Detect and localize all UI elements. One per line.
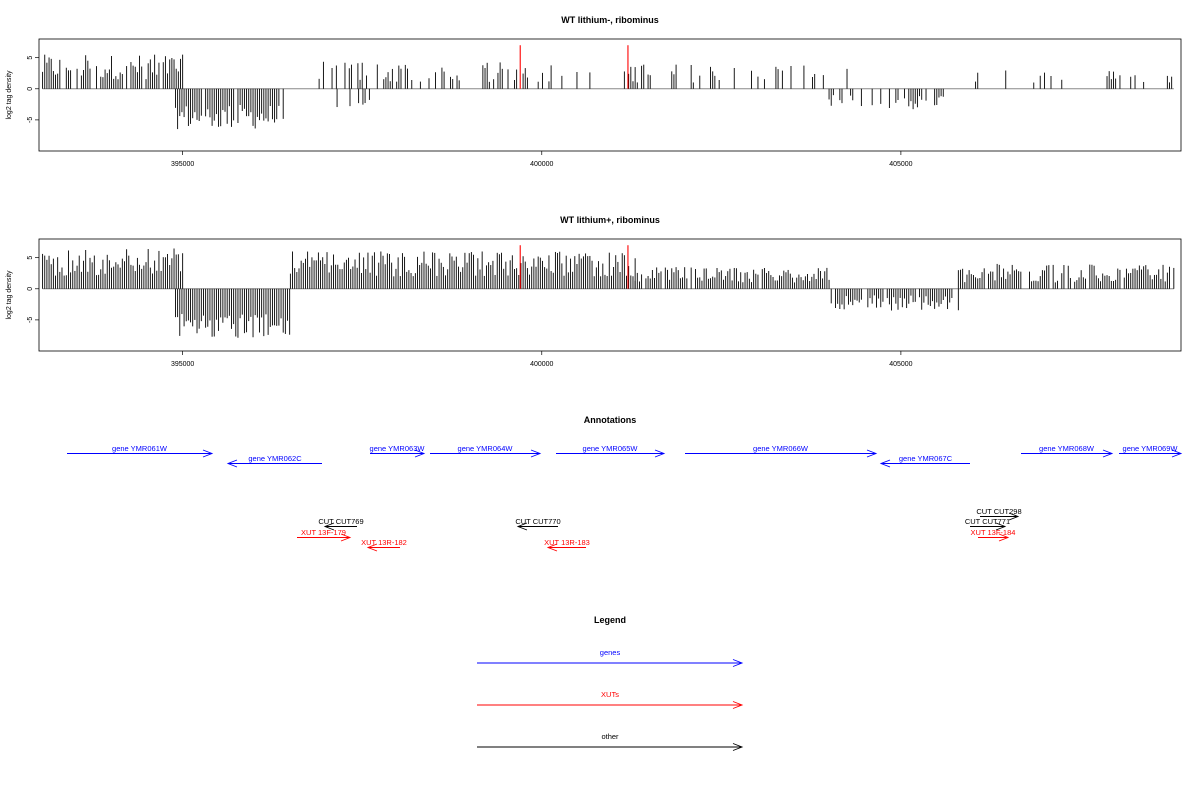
feature-label: XUT 13R-183 — [544, 538, 590, 547]
cut-feature: CUT CUT769 — [318, 517, 364, 531]
x-tick-label: 400000 — [530, 161, 553, 168]
legend: Legend genes XUTs other — [477, 615, 744, 751]
feature-arrow-head — [516, 522, 528, 531]
legend-item: XUTs — [477, 690, 744, 709]
x-tick-label: 395000 — [171, 361, 194, 368]
xut-feature: XUT 13F-179 — [297, 528, 352, 542]
panel-lithium-plus: WT lithium+, ribominus log2 tag density … — [6, 215, 1182, 368]
feature-label: CUT CUT298 — [976, 507, 1021, 516]
legend-item: genes — [477, 648, 744, 667]
cut-feature: CUT CUT298 — [976, 507, 1022, 521]
y-tick-label: -5 — [27, 317, 34, 323]
axes: 5 0 -5 395000 400000 405000 — [27, 256, 913, 368]
cut-feature: CUT CUT770 — [515, 517, 561, 531]
feature-label: gene YMR063W — [370, 444, 426, 453]
feature-arrow-head — [323, 522, 335, 531]
feature-label: CUT CUT769 — [318, 517, 363, 526]
feature-label: gene YMR062C — [248, 454, 302, 463]
gene-feature: gene YMR061W — [67, 444, 214, 458]
feature-label: gene YMR065W — [583, 444, 639, 453]
x-tick-label: 395000 — [171, 161, 194, 168]
gene-feature: gene YMR063W — [370, 444, 426, 458]
plot-frame — [38, 238, 1182, 352]
legend-item: other — [477, 732, 744, 751]
feature-arrow-head — [879, 459, 891, 468]
legend-label: XUTs — [601, 690, 619, 699]
feature-arrow-head — [866, 449, 878, 458]
feature-arrow-head — [530, 449, 542, 458]
gene-feature: gene YMR062C — [226, 454, 322, 468]
y-tick-label: 0 — [27, 287, 34, 291]
feature-label: XUT 13R-182 — [361, 538, 407, 547]
feature-arrow-head — [226, 459, 238, 468]
feature-label: gene YMR069W — [1123, 444, 1179, 453]
gene-feature: gene YMR066W — [685, 444, 878, 458]
feature-label: gene YMR068W — [1039, 444, 1095, 453]
feature-label: CUT CUT770 — [515, 517, 560, 526]
x-tick-label: 400000 — [530, 361, 553, 368]
panel-title: WT lithium-, ribominus — [561, 15, 659, 25]
axes: 5 0 -5 395000 400000 405000 — [27, 56, 913, 168]
legend-arrow-head — [732, 659, 744, 667]
feature-arrow-head — [1008, 512, 1020, 521]
x-tick-label: 405000 — [889, 361, 912, 368]
panel-title: WT lithium+, ribominus — [560, 215, 660, 225]
legend-label: other — [601, 732, 619, 741]
gene-feature: gene YMR068W — [1021, 444, 1114, 458]
legend-title: Legend — [594, 615, 626, 625]
x-tick-label: 405000 — [889, 161, 912, 168]
annotation-features: gene YMR061W gene YMR062C gene YMR063W gene… — [67, 444, 1183, 552]
feature-label: XUT 13F-179 — [301, 528, 346, 537]
cut-feature: CUT CUT771 — [965, 517, 1010, 531]
y-axis-label: log2 tag density — [6, 70, 13, 120]
feature-label: gene YMR067C — [899, 454, 953, 463]
feature-label: gene YMR066W — [753, 444, 809, 453]
xut-feature: XUT 13F-184 — [971, 528, 1016, 542]
y-tick-label: 5 — [27, 56, 34, 60]
y-axis-label: log2 tag density — [6, 270, 13, 320]
plot-frame — [38, 38, 1182, 152]
xut-feature: XUT 13R-182 — [361, 538, 407, 552]
y-tick-label: 0 — [27, 87, 34, 91]
feature-arrow-head — [1171, 449, 1183, 458]
bar-series — [42, 245, 1175, 338]
gene-feature: gene YMR067C — [879, 454, 970, 468]
feature-arrow-head — [414, 449, 426, 458]
y-tick-label: 5 — [27, 256, 34, 260]
gene-feature: gene YMR064W — [430, 444, 542, 458]
bar-series — [42, 45, 1174, 130]
feature-arrow-head — [340, 533, 352, 542]
feature-arrow-head — [202, 449, 214, 458]
legend-items: genes XUTs other — [477, 648, 744, 751]
feature-arrow-head — [995, 522, 1007, 531]
feature-arrow-head — [366, 543, 378, 552]
annotations-title: Annotations — [584, 415, 637, 425]
y-tick-label: -5 — [27, 117, 34, 123]
legend-arrow-head — [732, 743, 744, 751]
panel-lithium-minus: WT lithium-, ribominus log2 tag density … — [6, 15, 1182, 168]
feature-arrow-head — [546, 543, 558, 552]
feature-arrow-head — [654, 449, 666, 458]
legend-arrow-head — [732, 701, 744, 709]
feature-label: gene YMR064W — [458, 444, 514, 453]
feature-label: CUT CUT771 — [965, 517, 1010, 526]
legend-label: genes — [600, 648, 621, 657]
xut-feature: XUT 13R-183 — [544, 538, 590, 552]
feature-arrow-head — [1102, 449, 1114, 458]
gene-feature: gene YMR065W — [556, 444, 666, 458]
feature-arrow-head — [998, 533, 1010, 542]
gene-feature: gene YMR069W — [1119, 444, 1183, 458]
feature-label: gene YMR061W — [112, 444, 168, 453]
feature-label: XUT 13F-184 — [971, 528, 1016, 537]
